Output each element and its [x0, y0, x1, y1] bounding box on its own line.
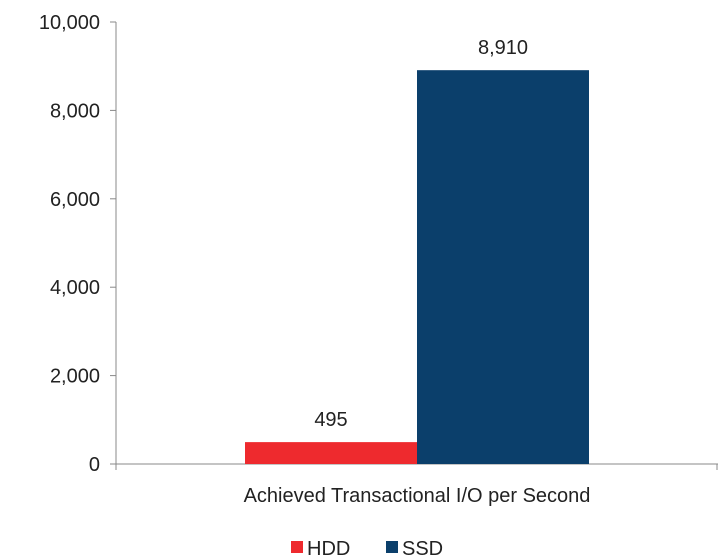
y-tick-label: 6,000: [50, 189, 100, 211]
bars-group: [245, 70, 589, 464]
y-tick-label: 8,000: [50, 100, 100, 122]
y-tick-label: 10,000: [39, 12, 100, 34]
y-tick-label: 0: [89, 454, 100, 476]
y-axis-ticks: 0 2,000 4,000 6,000 8,000 10,000: [39, 12, 718, 476]
x-category-label: Achieved Transactional I/O per Second: [244, 485, 591, 507]
y-tick-label: 4,000: [50, 277, 100, 299]
legend-swatch-hdd: [291, 541, 303, 553]
bar-ssd: [417, 70, 589, 464]
legend-label-ssd: SSD: [402, 538, 443, 560]
legend-label-hdd: HDD: [307, 538, 350, 560]
data-labels-group: 495 8,910: [314, 37, 528, 431]
x-axis-labels: Achieved Transactional I/O per Second: [244, 485, 591, 507]
data-label-ssd: 8,910: [478, 37, 528, 59]
data-label-hdd: 495: [314, 409, 347, 431]
legend: HDD SSD: [291, 538, 443, 560]
legend-swatch-ssd: [386, 541, 398, 553]
bar-hdd: [245, 442, 417, 464]
y-tick-label: 2,000: [50, 366, 100, 388]
